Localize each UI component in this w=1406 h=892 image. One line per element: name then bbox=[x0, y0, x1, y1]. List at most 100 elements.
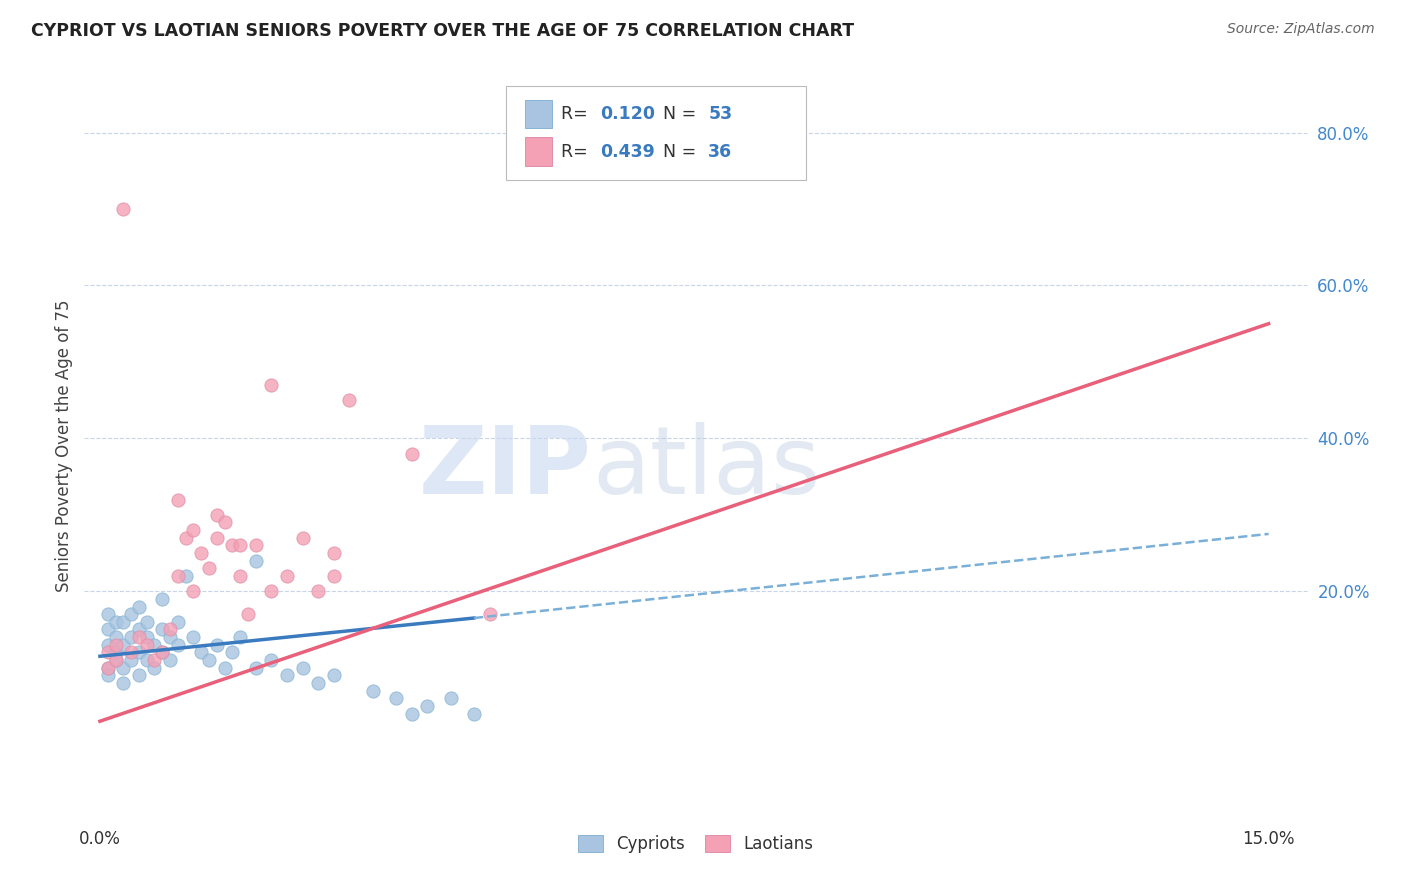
Point bbox=[401, 706, 423, 721]
Point bbox=[245, 554, 267, 568]
Point bbox=[166, 615, 188, 629]
Text: atlas: atlas bbox=[592, 423, 820, 515]
Point bbox=[120, 607, 142, 622]
Point bbox=[97, 623, 120, 637]
Text: ZIP: ZIP bbox=[419, 423, 592, 515]
Point bbox=[143, 661, 166, 675]
Point bbox=[229, 569, 252, 583]
Point bbox=[150, 645, 173, 659]
Point bbox=[463, 706, 485, 721]
Point bbox=[120, 653, 142, 667]
Point bbox=[183, 523, 205, 537]
Point bbox=[260, 653, 283, 667]
Point bbox=[214, 516, 236, 530]
Point bbox=[128, 623, 150, 637]
Point bbox=[128, 630, 150, 644]
Text: R=: R= bbox=[561, 105, 593, 123]
Point bbox=[135, 630, 157, 644]
Point bbox=[190, 546, 212, 560]
Point bbox=[221, 645, 243, 659]
Point bbox=[104, 638, 127, 652]
Text: N =: N = bbox=[664, 143, 696, 161]
Point bbox=[183, 584, 205, 599]
Text: Source: ZipAtlas.com: Source: ZipAtlas.com bbox=[1227, 22, 1375, 37]
Point bbox=[291, 661, 314, 675]
Point bbox=[104, 615, 127, 629]
Point bbox=[322, 668, 344, 682]
Point bbox=[205, 508, 228, 522]
Point bbox=[97, 661, 120, 675]
Y-axis label: Seniors Poverty Over the Age of 75: Seniors Poverty Over the Age of 75 bbox=[55, 300, 73, 592]
Text: 53: 53 bbox=[709, 105, 733, 123]
Point bbox=[183, 630, 205, 644]
Point bbox=[159, 630, 181, 644]
FancyBboxPatch shape bbox=[524, 137, 551, 166]
Point bbox=[276, 569, 298, 583]
Point bbox=[143, 638, 166, 652]
Point bbox=[245, 661, 267, 675]
Point bbox=[478, 607, 501, 622]
Point bbox=[120, 645, 142, 659]
Point bbox=[112, 615, 135, 629]
Point bbox=[97, 661, 120, 675]
Point bbox=[229, 538, 252, 552]
Point bbox=[198, 561, 221, 575]
Point bbox=[260, 377, 283, 392]
Point bbox=[159, 653, 181, 667]
Point bbox=[174, 531, 197, 545]
Point bbox=[307, 676, 329, 690]
Point bbox=[166, 638, 188, 652]
Point bbox=[166, 492, 188, 507]
Point bbox=[128, 599, 150, 614]
Point bbox=[120, 630, 142, 644]
Point bbox=[97, 638, 120, 652]
Point bbox=[97, 645, 120, 659]
Point bbox=[416, 698, 439, 713]
Point bbox=[401, 447, 423, 461]
Point bbox=[236, 607, 259, 622]
Point bbox=[159, 623, 181, 637]
Point bbox=[291, 531, 314, 545]
Point bbox=[112, 676, 135, 690]
Point bbox=[205, 531, 228, 545]
Point bbox=[322, 546, 344, 560]
Point bbox=[276, 668, 298, 682]
Point bbox=[135, 653, 157, 667]
Point bbox=[221, 538, 243, 552]
Point bbox=[190, 645, 212, 659]
Point bbox=[198, 653, 221, 667]
Point bbox=[104, 653, 127, 667]
Point bbox=[128, 645, 150, 659]
FancyBboxPatch shape bbox=[524, 100, 551, 128]
Point bbox=[104, 653, 127, 667]
Point bbox=[112, 638, 135, 652]
Point bbox=[104, 645, 127, 659]
Point bbox=[97, 607, 120, 622]
Point bbox=[135, 615, 157, 629]
Text: 0.439: 0.439 bbox=[600, 143, 655, 161]
Point bbox=[150, 645, 173, 659]
Point bbox=[205, 638, 228, 652]
Point bbox=[150, 623, 173, 637]
Point bbox=[128, 668, 150, 682]
Point bbox=[112, 202, 135, 216]
Point bbox=[322, 569, 344, 583]
Text: CYPRIOT VS LAOTIAN SENIORS POVERTY OVER THE AGE OF 75 CORRELATION CHART: CYPRIOT VS LAOTIAN SENIORS POVERTY OVER … bbox=[31, 22, 853, 40]
Point bbox=[166, 569, 188, 583]
Point bbox=[143, 653, 166, 667]
Point bbox=[112, 661, 135, 675]
Text: R=: R= bbox=[561, 143, 593, 161]
Point bbox=[214, 661, 236, 675]
Legend: Cypriots, Laotians: Cypriots, Laotians bbox=[569, 826, 823, 861]
FancyBboxPatch shape bbox=[506, 87, 806, 180]
Point bbox=[229, 630, 252, 644]
Point bbox=[439, 691, 461, 706]
Text: N =: N = bbox=[664, 105, 696, 123]
Point bbox=[361, 683, 384, 698]
Point bbox=[97, 668, 120, 682]
Point bbox=[260, 584, 283, 599]
Text: 0.120: 0.120 bbox=[600, 105, 655, 123]
Point bbox=[385, 691, 408, 706]
Point bbox=[337, 393, 360, 408]
Point bbox=[135, 638, 157, 652]
